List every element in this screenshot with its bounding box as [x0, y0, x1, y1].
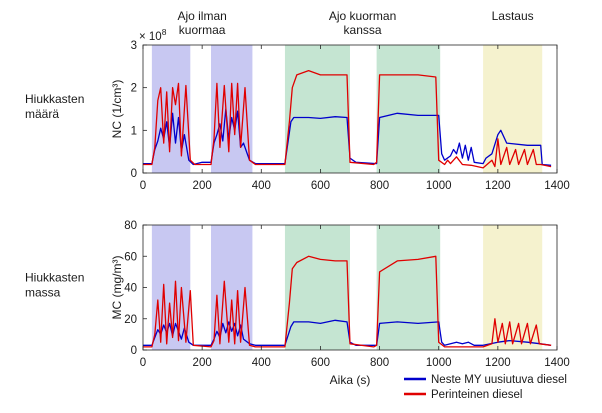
band-label-line: Lastaus	[492, 9, 534, 23]
x-tick-label: 800	[370, 180, 389, 192]
x-tick-label: 400	[252, 357, 271, 369]
y-axis-label: MC (mg/m³)	[110, 256, 124, 320]
x-tick-label: 0	[140, 180, 146, 192]
y-tick-label: 80	[124, 220, 137, 232]
row-label-line: massa	[25, 286, 61, 300]
x-tick-label: 0	[140, 357, 146, 369]
y-tick-label: 40	[124, 283, 137, 295]
band-label-2: Ajo kuorman kanssa	[329, 9, 396, 37]
x-tick-label: 1000	[426, 180, 452, 192]
legend: Neste MY uusiutuva diesel Perinteinen die…	[404, 374, 567, 401]
x-tick-label: 1400	[544, 357, 570, 369]
row-label-line: Hiukkasten	[25, 92, 84, 106]
row-label-line: määrä	[25, 107, 59, 121]
x-axis-label: Aika (s)	[330, 373, 371, 387]
plot-frame	[142, 44, 558, 174]
legend-label: Neste MY uusiutuva diesel	[431, 374, 567, 386]
x-tick-label: 800	[370, 357, 389, 369]
y-tick-label: 0	[131, 345, 137, 357]
legend-label: Perinteinen diesel	[431, 389, 522, 401]
y-tick-label: 20	[124, 314, 137, 326]
y-exponent-label: × 108	[139, 27, 167, 43]
band-3-region-1	[483, 225, 543, 350]
band-label-3: Lastaus	[492, 9, 534, 23]
x-tick-label: 200	[193, 180, 212, 192]
x-tick-label: 1200	[485, 357, 511, 369]
row-label: Hiukkasten määrä	[25, 92, 84, 121]
row-label: Hiukkasten massa	[25, 271, 84, 300]
x-tick-label: 1000	[426, 357, 452, 369]
row-label-line: Hiukkasten	[25, 271, 84, 285]
y-tick-label: 1	[131, 125, 137, 137]
band-label-line: kuormaa	[179, 23, 226, 37]
band-2-region-2	[376, 225, 441, 350]
series-line-neste	[143, 319, 552, 346]
exponent-base: × 10	[139, 31, 162, 43]
y-tick-label: 60	[124, 251, 137, 263]
band-label-line: Ajo ilman	[177, 9, 226, 23]
y-axis-label: NC (1/cm³)	[110, 80, 124, 139]
series-line-perinteinen	[143, 255, 552, 348]
band-label-line: Ajo kuorman	[329, 9, 396, 23]
band-2-region-1	[284, 225, 350, 350]
x-tick-label: 600	[311, 180, 330, 192]
y-tick-label: 0	[131, 168, 137, 180]
x-tick-label: 600	[311, 357, 330, 369]
band-label-1: Ajo ilman kuormaa	[177, 9, 226, 37]
exponent-power: 8	[162, 27, 167, 37]
band-labels: Ajo ilman kuormaa Ajo kuorman kanssa Lastaus	[177, 9, 533, 37]
panel-1: 0 1 2 3 0 200 400 600 800 1000 1200 1400 NC (1/cm³) H…	[25, 27, 570, 192]
y-tick-label: 2	[131, 83, 137, 95]
x-tick-label: 1400	[544, 180, 570, 192]
band-2-region-1	[284, 45, 350, 173]
x-tick-label: 400	[252, 180, 271, 192]
band-label-line: kanssa	[344, 23, 382, 37]
y-tick-label: 3	[131, 40, 137, 52]
band-2-region-2	[376, 45, 441, 173]
series-line-perinteinen	[143, 69, 552, 169]
x-tick-label: 200	[193, 357, 212, 369]
x-tick-label: 1200	[485, 180, 511, 192]
